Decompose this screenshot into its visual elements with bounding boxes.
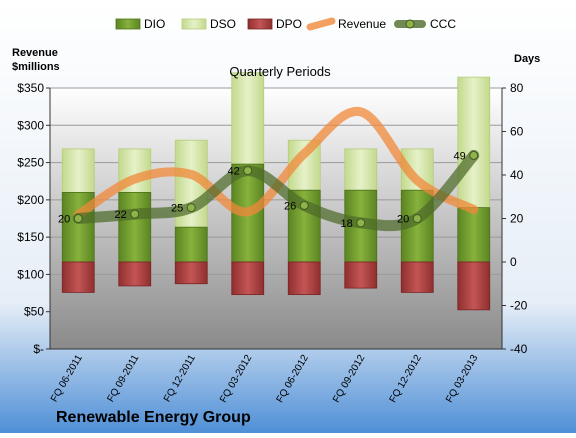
right-axis-tick-label: 20 [510, 212, 524, 226]
ccc-data-label: 25 [171, 203, 183, 215]
legend-marker [405, 19, 415, 29]
legend-label: DIO [144, 17, 165, 31]
bar-dso [344, 148, 378, 191]
legend-label: CCC [430, 17, 456, 31]
bar-dpo [61, 261, 95, 293]
left-axis-tick-label: $100 [17, 267, 44, 281]
chart-title: Quarterly Periods [229, 64, 331, 79]
lines: 20 22 25 42 26 18 20 49 [58, 107, 480, 232]
bar-dpo [400, 261, 434, 293]
legend-swatch [181, 18, 207, 30]
legend-swatch [306, 17, 336, 31]
legend-label: Revenue [338, 17, 386, 31]
right-axis-tick-label: 40 [510, 168, 524, 182]
left-axis-tick-label: $250 [17, 156, 44, 170]
ccc-data-label: 22 [115, 209, 127, 221]
bar-dio [457, 207, 491, 263]
left-axis-tick-label: $50 [24, 305, 44, 319]
bar-dpo [287, 261, 321, 296]
bar-dpo [457, 261, 491, 311]
left-axis-tick-label: $200 [17, 193, 44, 207]
ccc-data-label: 20 [58, 214, 70, 226]
ccc-data-label: 42 [228, 166, 240, 178]
bar-dso [231, 72, 265, 165]
ccc-point [130, 209, 140, 219]
left-axis-tick-label: $300 [17, 118, 44, 132]
bar-dpo [231, 261, 265, 296]
left-axis-label-line2: $millions [12, 61, 60, 73]
left-axis-tick-label: $150 [17, 230, 44, 244]
ccc-point [186, 203, 196, 213]
ccc-data-label: 49 [454, 150, 466, 162]
ccc-data-label: 20 [397, 214, 409, 226]
ccc-point [412, 214, 422, 223]
ccc-point [299, 200, 309, 210]
revenue-line [73, 107, 479, 220]
ccc-data-label: 18 [341, 218, 353, 230]
legend-swatch [115, 18, 141, 30]
legend-label: DPO [276, 17, 302, 31]
ccc-data-label: 26 [284, 200, 296, 212]
right-axis-label: Days [514, 53, 540, 65]
ccc-point [469, 150, 479, 160]
left-axis-tick-label: $- [33, 342, 44, 356]
bar-dio [118, 191, 152, 263]
legend-label: DSO [210, 17, 236, 31]
ccc-point [73, 214, 83, 223]
ccc-point [243, 166, 253, 176]
legend: DIO DSO DPO Revenue CCC [115, 17, 456, 31]
bar-dio [174, 226, 208, 263]
bar-dso [457, 76, 491, 209]
right-axis-tick-label: 80 [510, 81, 524, 95]
left-axis-tick-label: $350 [17, 81, 44, 95]
bar-dpo [174, 261, 208, 285]
bar-dpo [344, 261, 378, 289]
right-axis-tick-label: -20 [510, 299, 528, 313]
left-axis-label-line1: Revenue [12, 47, 58, 59]
legend-swatch [247, 18, 273, 30]
ccc-point [356, 218, 366, 228]
right-axis-tick-label: 0 [510, 255, 517, 269]
bar-dso [61, 148, 95, 193]
right-axis-tick-label: 60 [510, 125, 524, 139]
company-name: Renewable Energy Group [56, 409, 251, 426]
bar-dpo [118, 261, 152, 287]
right-axis-tick-label: -40 [510, 342, 528, 356]
